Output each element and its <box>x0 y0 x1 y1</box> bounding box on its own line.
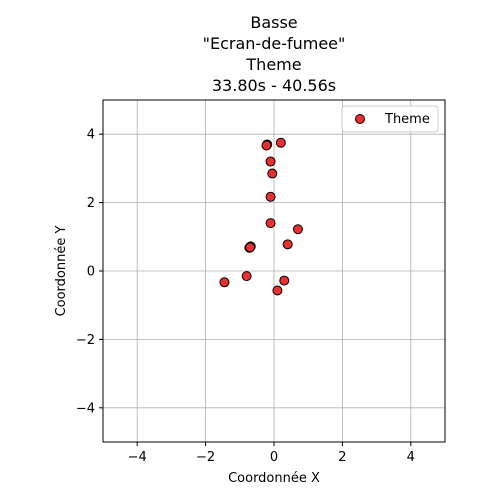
y-tick-label: 2 <box>87 196 95 211</box>
data-point <box>279 275 290 286</box>
y-axis-label: Coordonnée Y <box>54 226 69 317</box>
data-point <box>261 140 272 151</box>
data-point <box>275 137 286 148</box>
y-tick-label: −4 <box>76 401 95 416</box>
title-line: Theme <box>245 55 301 74</box>
data-point <box>272 285 283 296</box>
y-tick-label: −2 <box>76 333 95 348</box>
title-line: 33.80s - 40.56s <box>212 76 336 95</box>
grid <box>103 100 445 442</box>
x-tick-label: 0 <box>270 450 278 465</box>
legend: Theme <box>341 105 439 133</box>
legend-label: Theme <box>384 112 430 127</box>
data-point <box>241 271 252 282</box>
x-tick-label: 4 <box>407 450 415 465</box>
legend-box <box>341 105 439 133</box>
data-point <box>292 224 303 235</box>
chart-title: Basse "Ecran-de-fumee" Theme 33.80s - 40.56… <box>203 13 346 95</box>
data-point <box>245 242 256 253</box>
data-point <box>282 239 293 250</box>
title-line: Basse <box>250 13 297 32</box>
data-point <box>265 156 276 167</box>
axis-ticks: −4 −2 0 2 4 −4 −2 0 2 4 <box>76 128 415 465</box>
title-line: "Ecran-de-fumee" <box>203 34 346 53</box>
data-point <box>219 277 230 288</box>
legend-marker <box>355 114 365 124</box>
data-point <box>267 168 278 179</box>
x-tick-label: 2 <box>338 450 346 465</box>
data-points <box>219 137 303 296</box>
y-tick-label: 4 <box>87 128 95 143</box>
x-tick-label: −2 <box>196 450 215 465</box>
x-tick-label: −4 <box>128 450 147 465</box>
data-point <box>265 191 276 202</box>
x-axis-label: Coordonnée X <box>228 471 320 486</box>
data-point <box>265 218 276 229</box>
y-tick-label: 0 <box>87 265 95 280</box>
